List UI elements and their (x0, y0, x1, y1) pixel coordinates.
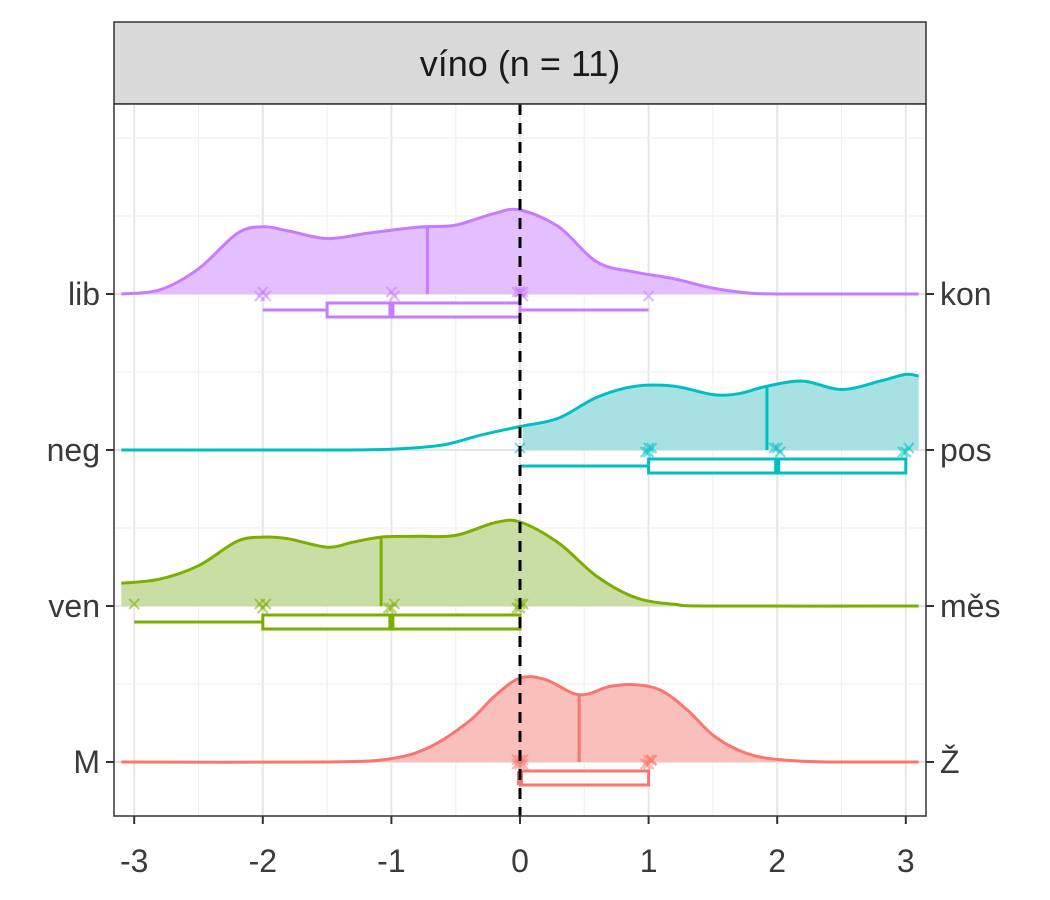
data-point (382, 602, 395, 614)
facet-strip: víno (n = 11) (113, 21, 927, 105)
data-point (254, 290, 266, 302)
y-left-label: lib (68, 276, 100, 312)
y-right-label: kon (940, 276, 992, 312)
density-curve (121, 372, 919, 452)
plot-panel (113, 103, 927, 817)
data-point (642, 442, 655, 454)
ridge-neg (121, 372, 919, 475)
density-curve (121, 207, 919, 296)
data-point (645, 754, 658, 766)
data-point (774, 446, 786, 458)
data-point (768, 442, 780, 454)
y-left-label: ven (48, 588, 100, 624)
data-point (903, 442, 915, 454)
data-point (388, 598, 401, 610)
x-tick-label: -2 (249, 843, 277, 879)
ridge-lib (121, 207, 919, 319)
axes: -3 -2 -1 0 1 2 3 lib kon neg pos ven měs M Ž (47, 276, 1001, 879)
density-fill (121, 209, 919, 295)
x-tick-label: 3 (897, 843, 915, 879)
x-tick-label: 0 (511, 843, 529, 879)
box-iqr (518, 769, 651, 787)
facet-title: víno (n = 11) (420, 43, 620, 84)
y-right-label: měs (940, 588, 1000, 624)
x-tick-label: -3 (120, 843, 148, 879)
data-point (642, 754, 655, 766)
data-point (388, 290, 401, 302)
y-left-label: M (73, 744, 100, 780)
box-iqr (325, 301, 522, 319)
data-point (645, 442, 658, 454)
density-curve (121, 675, 919, 764)
density-fill (522, 374, 919, 450)
data-point (514, 286, 526, 298)
density-curve (121, 518, 919, 608)
data-point (642, 290, 655, 302)
data-point (254, 598, 266, 610)
y-right-label: pos (940, 432, 992, 468)
data-point (897, 446, 909, 458)
y-left-label: neg (47, 432, 100, 468)
x-tick-label: -1 (377, 843, 405, 879)
x-tick-label: 1 (640, 843, 658, 879)
x-tick-label: 2 (768, 843, 786, 879)
y-right-label: Ž (940, 744, 960, 780)
data-point (128, 598, 140, 610)
